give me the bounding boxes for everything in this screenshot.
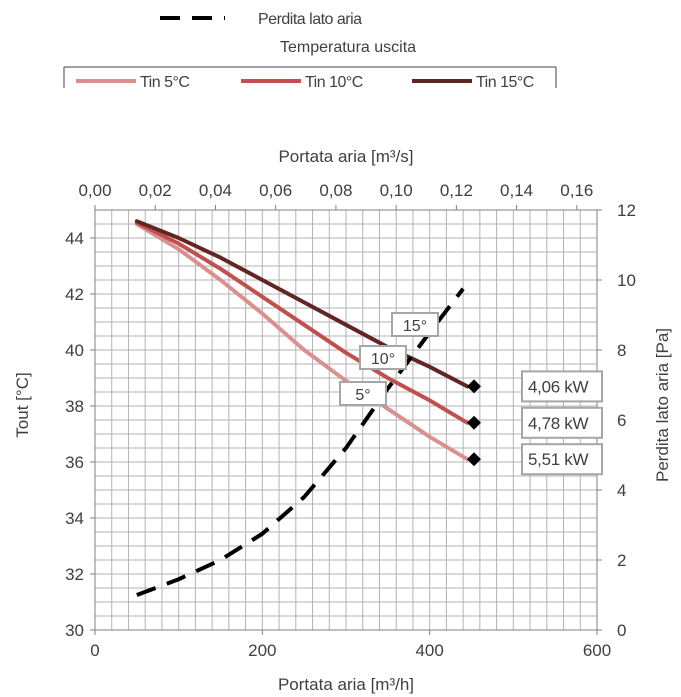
x-bottom-tick-label: 200 — [248, 641, 276, 660]
series-line-1 — [134, 220, 470, 425]
end-marker-0 — [467, 452, 482, 467]
x-top-tick-label: 0,14 — [500, 181, 533, 200]
series-line-0 — [134, 222, 470, 462]
y-right-tick-label: 6 — [617, 411, 626, 430]
x-bottom-axis-title: Portata aria [m³/h] — [278, 675, 414, 694]
x-top-tick-label: 0,04 — [199, 181, 232, 200]
y-right-tick-label: 0 — [617, 621, 626, 640]
end-marker-1 — [467, 415, 482, 430]
x-top-tick-label: 0,02 — [139, 181, 172, 200]
x-bottom-tick-label: 600 — [583, 641, 611, 660]
series-line-3 — [136, 287, 465, 597]
y-right-tick-label: 2 — [617, 551, 626, 570]
x-top-axis-title: Portata aria [m³/s] — [278, 147, 413, 166]
x-bottom-tick-label: 400 — [415, 641, 443, 660]
legend-label-tin10: Tin 10°C — [305, 74, 363, 91]
series-lines — [134, 219, 470, 597]
y-right-tick-label: 8 — [617, 341, 626, 360]
end-label-0: 5,51 kW — [528, 450, 589, 469]
curve-label-box-0 — [339, 381, 387, 406]
legend-dashed-label: Perdita lato aria — [258, 11, 362, 28]
x-bottom-tick-label: 0 — [90, 641, 99, 660]
y-left-tick-label: 36 — [65, 453, 84, 472]
end-label-1: 4,78 kW — [528, 414, 589, 433]
x-top-tick-label: 0,10 — [380, 181, 413, 200]
y-right-axis-title: Perdita lato aria [Pa] — [653, 328, 672, 482]
x-top-tick-label: 0,12 — [440, 181, 473, 200]
y-left-axis-title: Tout [°C] — [13, 372, 32, 437]
y-left-tick-label: 44 — [65, 229, 84, 248]
y-right-tick-label: 10 — [617, 271, 636, 290]
legend-group-title: Temperatura uscita — [280, 39, 416, 56]
x-top-tick-label: 0,16 — [560, 181, 593, 200]
data-labels: 5° 5,51 kW 10° 4,78 kW 15° 4,06 kW — [339, 312, 603, 476]
end-label-box-1 — [521, 406, 603, 439]
x-top-tick-label: 0,00 — [78, 181, 111, 200]
y-left-tick-label: 42 — [65, 285, 84, 304]
y-left-tick-label: 38 — [65, 397, 84, 416]
series-line-2 — [134, 219, 470, 389]
y-right-tick-label: 4 — [617, 481, 626, 500]
y-left-tick-label: 30 — [65, 621, 84, 640]
y-left-tick-label: 32 — [65, 565, 84, 584]
grid — [94, 209, 598, 631]
legend-label-tin15: Tin 15°C — [476, 74, 534, 91]
curve-label-box-2 — [391, 312, 439, 337]
end-label-box-2 — [521, 370, 603, 403]
end-marker-2 — [467, 379, 482, 394]
x-top-tick-label: 0,06 — [259, 181, 292, 200]
curve-label-1: 10° — [371, 351, 395, 368]
legend-label-tin5: Tin 5°C — [140, 74, 189, 91]
curve-label-2: 15° — [403, 318, 427, 335]
y-left-tick-label: 34 — [65, 509, 84, 528]
y-left-tick-label: 40 — [65, 341, 84, 360]
curve-label-0: 5° — [355, 387, 370, 404]
end-label-2: 4,06 kW — [528, 377, 589, 396]
y-right-tick-label: 12 — [617, 201, 636, 220]
end-label-box-0 — [521, 443, 603, 476]
x-top-tick-label: 0,08 — [319, 181, 352, 200]
legend: Perdita lato aria Temperatura uscita Tin… — [63, 11, 557, 91]
curve-label-box-1 — [359, 345, 407, 370]
